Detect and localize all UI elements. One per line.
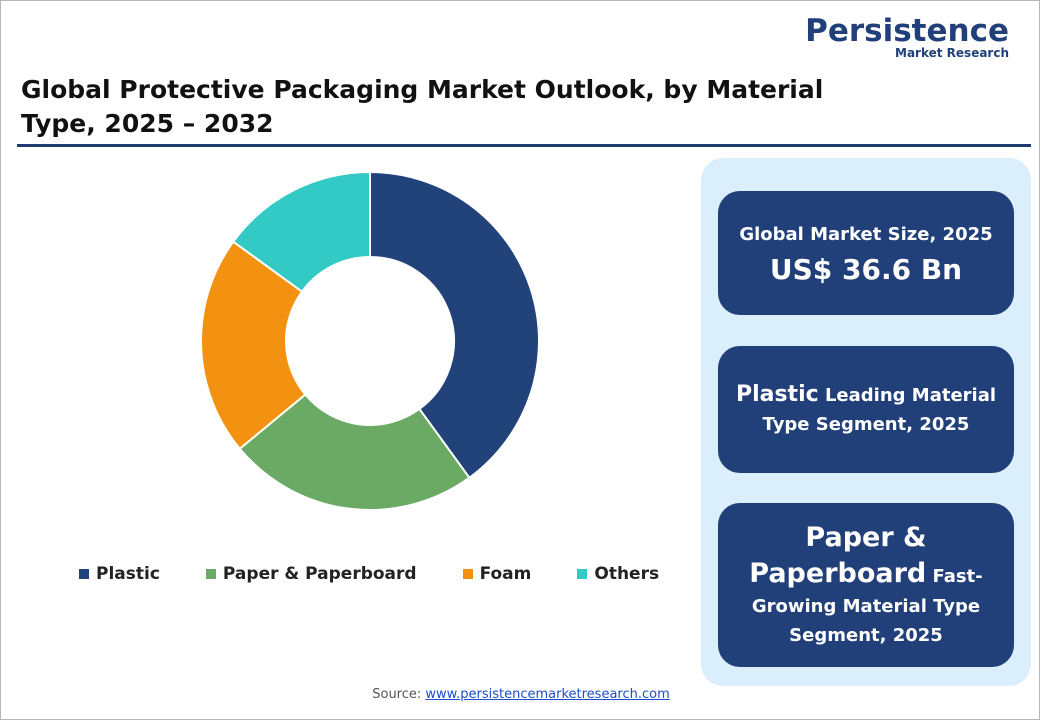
source-link[interactable]: www.persistencemarketresearch.com <box>425 687 670 702</box>
legend-item: Others <box>577 564 659 584</box>
card-highlight: Plastic <box>735 382 819 407</box>
legend-label: Paper & Paperboard <box>222 564 417 584</box>
card-value: US$ 36.6 Bn <box>769 253 963 286</box>
legend-swatch <box>462 569 473 579</box>
source-label: Source: <box>372 687 422 702</box>
card-caption: Leading Material Type Segment, 2025 <box>762 385 997 435</box>
chart-title: Global Protective Packaging Market Outlo… <box>21 75 824 138</box>
legend-item: Plastic <box>79 564 160 584</box>
logo-tagline: Market Research <box>895 46 1009 60</box>
legend-swatch <box>205 569 216 579</box>
donut-slice <box>369 170 540 480</box>
legend-label: Foam <box>479 564 532 584</box>
card-caption: Fast-Growing Material Type Segment, 2025 <box>751 566 983 646</box>
market-size-card: Global Market Size, 2025 US$ 36.6 Bn <box>718 191 1014 315</box>
card-caption: Global Market Size, 2025 <box>739 224 993 245</box>
legend-label: Others <box>594 564 660 584</box>
legend-label: Plastic <box>96 564 160 584</box>
card-highlight: Paper & Paperboard <box>749 522 927 589</box>
divider <box>17 144 1031 147</box>
donut-slice <box>200 240 307 451</box>
legend: Plastic Paper & Paperboard Foam Others <box>79 564 659 584</box>
logo-name: Persistence <box>805 13 1009 49</box>
legend-swatch <box>577 569 588 579</box>
legend-swatch <box>79 569 89 579</box>
source: Source: www.persistencemarketresearch.co… <box>1 687 1039 702</box>
donut-slice <box>231 170 371 294</box>
leading-card: Plastic Leading Material Type Segment, 2… <box>718 346 1014 473</box>
fastest-card: Paper & Paperboard Fast-Growing Material… <box>718 503 1014 667</box>
legend-item: Paper & Paperboard <box>205 564 417 584</box>
donut-slice <box>238 393 471 511</box>
donut-chart <box>200 170 540 511</box>
legend-item: Foam <box>462 564 532 584</box>
